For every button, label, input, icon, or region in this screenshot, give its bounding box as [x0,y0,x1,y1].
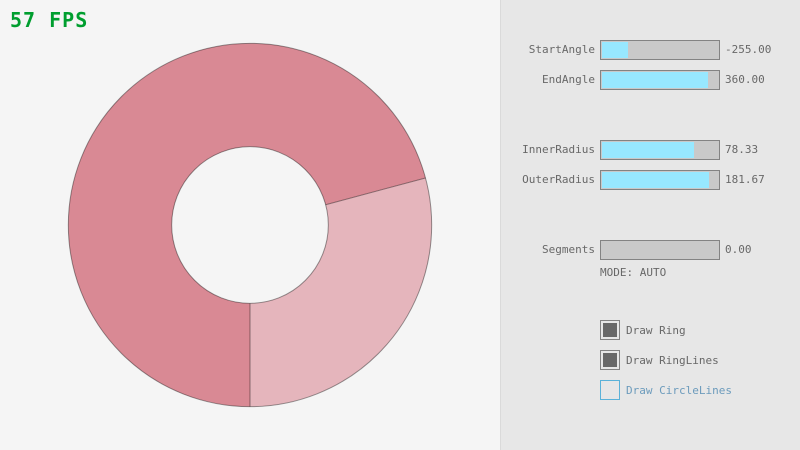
ring-chart [67,42,433,408]
outerradius-value: 181.67 [725,173,765,186]
segments-slider[interactable] [600,240,720,260]
outerradius-slider[interactable] [600,170,720,190]
startangle-value: -255.00 [725,43,772,56]
draw-circlelines-checkbox[interactable] [600,380,620,400]
draw-ring-checkmark [603,323,617,337]
startangle-slider-fill [602,42,628,58]
segments-mode-text: MODE: AUTO [600,266,667,279]
draw-ringlines-label: Draw RingLines [626,354,719,367]
segments-value: 0.00 [725,243,752,256]
outerradius-slider-fill [602,172,710,188]
draw-ring-label: Draw Ring [626,324,686,337]
draw-ring-checkbox[interactable] [600,320,620,340]
innerradius-label: InnerRadius [522,143,595,156]
segments-label: Segments [542,243,595,256]
endangle-slider-fill [602,72,709,88]
draw-ringlines-checkbox[interactable] [600,350,620,370]
outerradius-label: OuterRadius [522,173,595,186]
innerradius-slider-fill [602,142,695,158]
endangle-value: 360.00 [725,73,765,86]
innerradius-value: 78.33 [725,143,759,156]
startangle-slider[interactable] [600,40,720,60]
startangle-label: StartAngle [528,43,595,56]
innerradius-slider[interactable] [600,140,720,160]
draw-circlelines-label: Draw CircleLines [626,384,732,397]
draw-ringlines-checkmark [603,353,617,367]
endangle-slider[interactable] [600,70,720,90]
control-panel [500,0,800,450]
fps-counter: 57 FPS [10,8,89,32]
endangle-label: EndAngle [542,73,595,86]
